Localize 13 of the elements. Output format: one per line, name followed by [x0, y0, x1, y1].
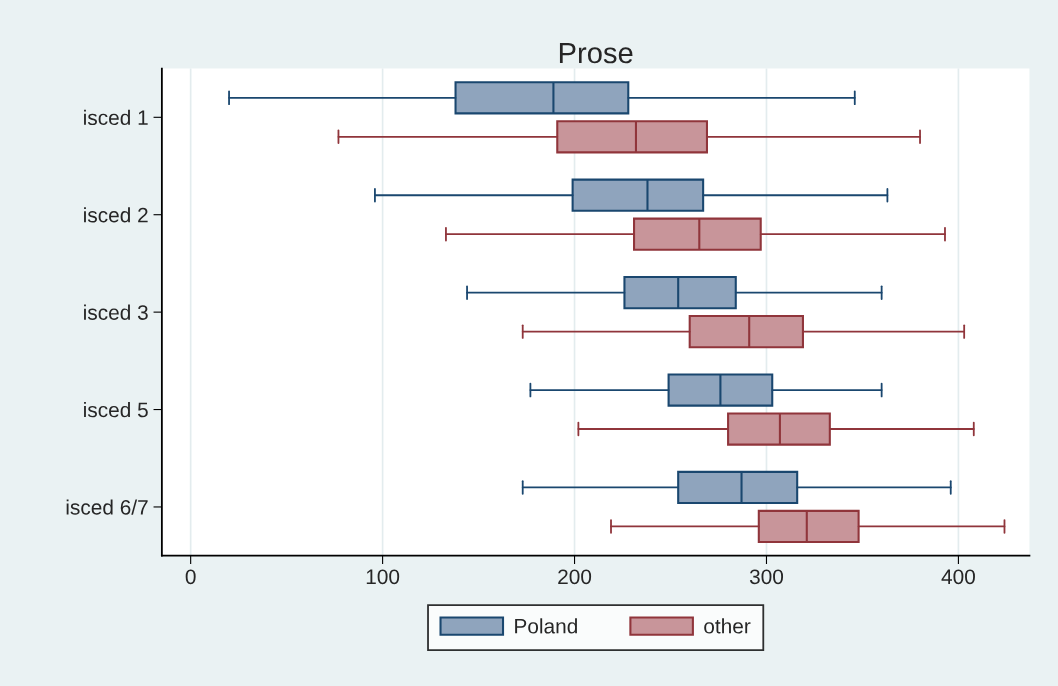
x-tick-label: 300 — [749, 569, 784, 585]
x-tick-label: 0 — [185, 569, 196, 585]
y-tick-label: isced 3 — [84, 304, 148, 320]
x-tick-label: 100 — [366, 569, 400, 585]
x-tick-label: 400 — [941, 569, 975, 585]
chart-title: Prose — [559, 42, 633, 64]
legend-label: Poland — [515, 618, 577, 634]
y-tick-label: isced 2 — [84, 207, 148, 223]
y-tick-label: isced 6/7 — [66, 499, 148, 515]
legend-label: other — [704, 618, 751, 634]
x-tick-label: 200 — [558, 569, 592, 585]
y-tick-label: isced 1 — [84, 109, 148, 126]
y-tick-label: isced 5 — [84, 401, 148, 418]
